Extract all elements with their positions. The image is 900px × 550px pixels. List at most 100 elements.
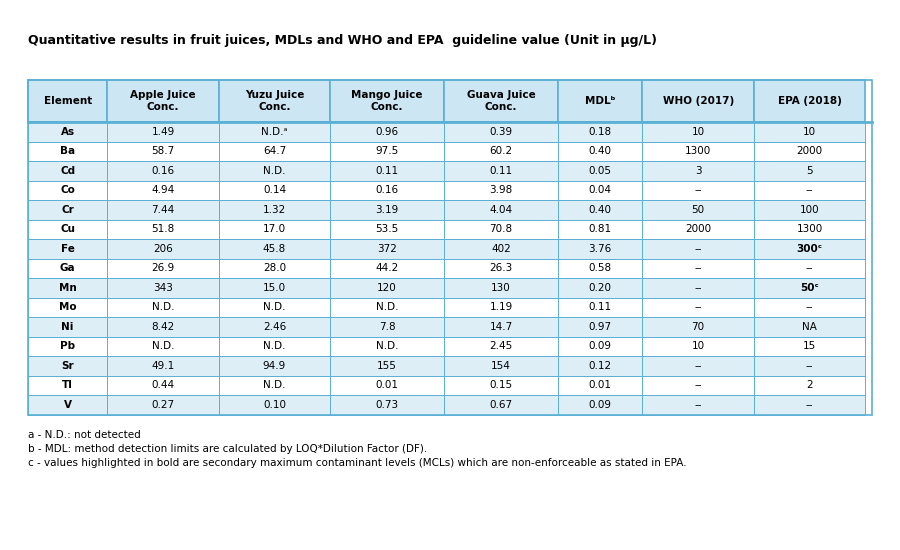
- Bar: [444, 278, 558, 298]
- Text: 0.39: 0.39: [490, 126, 513, 137]
- Text: 50: 50: [691, 205, 705, 214]
- Bar: [558, 200, 643, 219]
- Bar: [107, 356, 219, 376]
- Bar: [107, 376, 219, 395]
- Text: 26.9: 26.9: [151, 263, 175, 273]
- Bar: [330, 161, 444, 180]
- Bar: [444, 122, 558, 141]
- Text: 155: 155: [377, 361, 397, 371]
- Text: 49.1: 49.1: [151, 361, 175, 371]
- Text: 402: 402: [491, 244, 511, 254]
- Text: 10: 10: [691, 341, 705, 351]
- Text: 7.8: 7.8: [379, 322, 395, 332]
- Bar: [643, 122, 754, 141]
- Text: Ba: Ba: [60, 146, 76, 156]
- Bar: [643, 356, 754, 376]
- Bar: [754, 141, 865, 161]
- Text: 0.40: 0.40: [589, 205, 612, 214]
- Bar: [219, 180, 330, 200]
- Bar: [558, 317, 643, 337]
- Bar: [28, 200, 107, 219]
- Text: 0.67: 0.67: [490, 400, 513, 410]
- Text: 70.8: 70.8: [490, 224, 513, 234]
- Bar: [444, 200, 558, 219]
- Bar: [330, 180, 444, 200]
- Bar: [219, 258, 330, 278]
- Text: 60.2: 60.2: [490, 146, 513, 156]
- Bar: [107, 239, 219, 258]
- Bar: [107, 80, 219, 122]
- Text: Tl: Tl: [62, 380, 73, 390]
- Text: N.D.: N.D.: [376, 341, 399, 351]
- Text: 0.44: 0.44: [151, 380, 175, 390]
- Text: Guava Juice
Conc.: Guava Juice Conc.: [467, 90, 536, 112]
- Text: 0.16: 0.16: [375, 185, 399, 195]
- Text: 14.7: 14.7: [490, 322, 513, 332]
- Bar: [107, 180, 219, 200]
- Text: Mango Juice
Conc.: Mango Juice Conc.: [351, 90, 423, 112]
- Bar: [643, 258, 754, 278]
- Text: a - N.D.: not detected: a - N.D.: not detected: [28, 431, 140, 441]
- Text: 0.20: 0.20: [589, 283, 612, 293]
- Text: N.D.: N.D.: [263, 302, 285, 312]
- Text: Element: Element: [43, 96, 92, 106]
- Bar: [754, 122, 865, 141]
- Bar: [219, 80, 330, 122]
- Bar: [754, 317, 865, 337]
- Bar: [28, 80, 107, 122]
- Text: EPA (2018): EPA (2018): [778, 96, 842, 106]
- Text: 53.5: 53.5: [375, 224, 399, 234]
- Text: 1.49: 1.49: [151, 126, 175, 137]
- Bar: [444, 219, 558, 239]
- Bar: [558, 239, 643, 258]
- Bar: [107, 337, 219, 356]
- Bar: [107, 278, 219, 298]
- Bar: [28, 395, 107, 415]
- Text: 26.3: 26.3: [490, 263, 513, 273]
- Text: 0.10: 0.10: [263, 400, 286, 410]
- Text: 17.0: 17.0: [263, 224, 286, 234]
- Text: 0.27: 0.27: [151, 400, 175, 410]
- Text: 100: 100: [800, 205, 819, 214]
- Bar: [444, 239, 558, 258]
- Bar: [28, 80, 872, 415]
- Text: 372: 372: [377, 244, 397, 254]
- Text: Cr: Cr: [61, 205, 74, 214]
- Bar: [219, 122, 330, 141]
- Bar: [219, 376, 330, 395]
- Bar: [219, 219, 330, 239]
- Bar: [28, 239, 107, 258]
- Bar: [754, 161, 865, 180]
- Bar: [444, 80, 558, 122]
- Text: 7.44: 7.44: [151, 205, 175, 214]
- Text: --: --: [695, 361, 702, 371]
- Bar: [28, 317, 107, 337]
- Bar: [330, 298, 444, 317]
- Text: 2.46: 2.46: [263, 322, 286, 332]
- Text: 2: 2: [806, 380, 813, 390]
- Bar: [28, 180, 107, 200]
- Text: Co: Co: [60, 185, 75, 195]
- Text: Fe: Fe: [60, 244, 75, 254]
- Text: --: --: [806, 185, 814, 195]
- Text: N.D.: N.D.: [152, 302, 175, 312]
- Text: 0.01: 0.01: [375, 380, 399, 390]
- Text: 0.97: 0.97: [589, 322, 612, 332]
- Text: 0.58: 0.58: [589, 263, 612, 273]
- Bar: [754, 219, 865, 239]
- Bar: [330, 239, 444, 258]
- Bar: [107, 122, 219, 141]
- Text: 0.73: 0.73: [375, 400, 399, 410]
- Text: 154: 154: [491, 361, 511, 371]
- Bar: [754, 356, 865, 376]
- Bar: [643, 180, 754, 200]
- Bar: [754, 80, 865, 122]
- Bar: [558, 141, 643, 161]
- Bar: [219, 278, 330, 298]
- Bar: [28, 219, 107, 239]
- Text: b - MDL: method detection limits are calculated by LOQ*Dilution Factor (DF).: b - MDL: method detection limits are cal…: [28, 444, 427, 454]
- Bar: [330, 200, 444, 219]
- Text: 0.11: 0.11: [589, 302, 612, 312]
- Bar: [643, 200, 754, 219]
- Bar: [28, 258, 107, 278]
